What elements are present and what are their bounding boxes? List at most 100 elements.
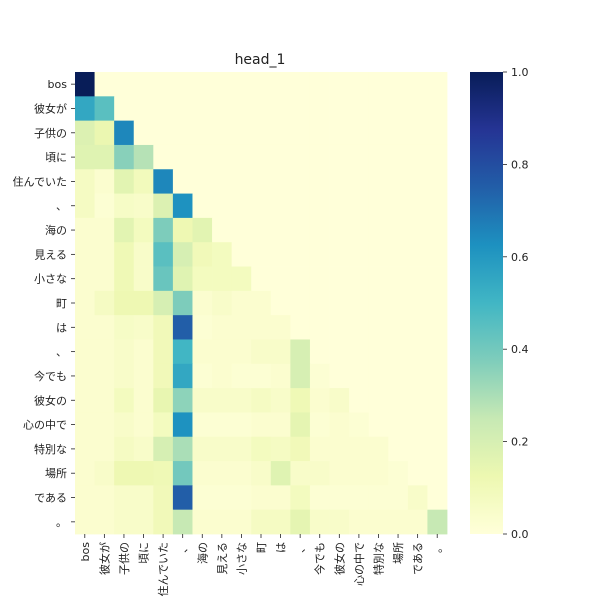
heatmap-cell-r10-c7	[212, 315, 233, 340]
x-tick-label-5: 、	[177, 542, 190, 553]
y-tick-label-17: である	[34, 492, 67, 505]
heatmap-cell-r5-c17	[407, 193, 428, 219]
heatmap-cell-r5-c6	[192, 193, 213, 219]
heatmap-cell-r8-c2	[114, 266, 135, 292]
heatmap-cell-r10-c10	[270, 315, 291, 340]
heatmap-cell-r2-c10	[270, 120, 291, 146]
heatmap-cell-r9-c15	[368, 290, 389, 316]
x-tick-label-13: 彼女の	[332, 542, 346, 575]
heatmap-cell-r5-c12	[309, 193, 330, 219]
heatmap-cell-r12-c5	[172, 363, 193, 389]
heatmap-cell-r13-c4	[153, 388, 174, 413]
heatmap-cell-r12-c18	[427, 363, 448, 389]
heatmap-cell-r11-c17	[407, 339, 428, 365]
y-tick-label-16: 場所	[45, 467, 67, 480]
heatmap-cell-r15-c11	[290, 436, 311, 462]
heatmap-cell-r1-c12	[309, 96, 330, 122]
heatmap-cell-r5-c2	[114, 193, 135, 219]
heatmap-cell-r2-c8	[231, 120, 252, 146]
heatmap-cell-r16-c14	[349, 461, 370, 486]
heatmap-cell-r1-c9	[251, 96, 272, 122]
heatmap-cell-r15-c17	[407, 436, 428, 462]
heatmap-cell-r0-c6	[192, 72, 213, 97]
heatmap-cell-r16-c16	[388, 461, 409, 486]
heatmap-cell-r13-c17	[407, 388, 428, 413]
colorbar: 0.0 0.2 0.4 0.6 0.8 1.0	[470, 66, 529, 541]
heatmap-cell-r10-c18	[427, 315, 448, 340]
heatmap-cell-r17-c6	[192, 485, 213, 511]
heatmap-cell-r6-c3	[133, 217, 154, 243]
heatmap-cell-r4-c14	[349, 169, 370, 194]
heatmap-cell-r12-c6	[192, 363, 213, 389]
heatmap-cell-r3-c2	[114, 144, 135, 170]
heatmap-cell-r1-c16	[388, 96, 409, 122]
heatmap-cell-r18-c11	[290, 509, 311, 535]
heatmap-cell-r14-c1	[94, 412, 115, 438]
heatmap-cell-r6-c5	[172, 217, 193, 243]
heatmap-cell-r12-c7	[212, 363, 233, 389]
x-tick-label-6: 海の	[195, 542, 209, 564]
y-tick-label-8: 小さな	[34, 273, 67, 286]
heatmap-cell-r8-c13	[329, 266, 350, 292]
heatmap-cell-r13-c9	[251, 388, 272, 413]
heatmap-cell-r18-c7	[212, 509, 233, 535]
heatmap-cell-r0-c11	[290, 72, 311, 97]
heatmap-cell-r14-c9	[251, 412, 272, 438]
x-tick-label-7: 見える	[216, 542, 229, 575]
heatmap-cell-r16-c18	[427, 461, 448, 486]
heatmap-cell-r8-c16	[388, 266, 409, 292]
y-axis-ticks: bos彼女が子供の頃に住んでいた、海の見える小さな町は、今でも彼女の心の中で特別…	[13, 78, 75, 529]
heatmap-cell-r3-c7	[212, 144, 233, 170]
heatmap-cell-r11-c5	[172, 339, 193, 365]
heatmap-cell-r2-c12	[309, 120, 330, 146]
heatmap-cell-r12-c17	[407, 363, 428, 389]
y-tick-label-11: 、	[56, 346, 67, 359]
heatmap-cell-r15-c14	[349, 436, 370, 462]
heatmap-cell-r15-c13	[329, 436, 350, 462]
heatmap-cell-r5-c4	[153, 193, 174, 219]
heatmap-cell-r17-c17	[407, 485, 428, 511]
heatmap-cell-r17-c10	[270, 485, 291, 511]
heatmap-cell-r17-c14	[349, 485, 370, 511]
heatmap-cell-r4-c7	[212, 169, 233, 194]
heatmap-cell-r0-c10	[270, 72, 291, 97]
heatmap-cell-r1-c6	[192, 96, 213, 122]
heatmap-cell-r7-c14	[349, 242, 370, 267]
heatmap-cell-r8-c9	[251, 266, 272, 292]
heatmap-cell-r4-c13	[329, 169, 350, 194]
heatmap-cell-r16-c15	[368, 461, 389, 486]
heatmap-cell-r8-c8	[231, 266, 252, 292]
heatmap-cell-r6-c7	[212, 217, 233, 243]
heatmap-cell-r17-c0	[75, 485, 95, 511]
heatmap-cell-r7-c8	[231, 242, 252, 267]
heatmap-cell-r16-c9	[251, 461, 272, 486]
heatmap-cell-r16-c11	[290, 461, 311, 486]
heatmap-cell-r1-c17	[407, 96, 428, 122]
heatmap-cell-r17-c2	[114, 485, 135, 511]
heatmap-cell-r16-c2	[114, 461, 135, 486]
heatmap-cell-r15-c10	[270, 436, 291, 462]
heatmap-cell-r16-c13	[329, 461, 350, 486]
y-tick-label-18: 。	[56, 516, 67, 529]
heatmap-cell-r15-c3	[133, 436, 154, 462]
heatmap-cell-r4-c18	[427, 169, 448, 194]
heatmap-cell-r1-c18	[427, 96, 448, 122]
colorbar-gradient	[470, 72, 503, 534]
heatmap-cell-r12-c1	[94, 363, 115, 389]
y-tick-label-15: 特別な	[34, 442, 67, 456]
heatmap-cell-r2-c2	[114, 120, 135, 146]
heatmap-cell-r10-c14	[349, 315, 370, 340]
heatmap-cell-r16-c8	[231, 461, 252, 486]
heatmap-cell-r17-c1	[94, 485, 115, 511]
heatmap-cell-r15-c6	[192, 436, 213, 462]
heatmap-cell-r15-c12	[309, 436, 330, 462]
heatmap-cell-r12-c0	[75, 363, 95, 389]
heatmap-cell-r10-c2	[114, 315, 135, 340]
heatmap-cell-r3-c18	[427, 144, 448, 170]
x-tick-label-8: 小さな	[235, 542, 248, 575]
heatmap-cell-r7-c15	[368, 242, 389, 267]
heatmap-cell-r2-c6	[192, 120, 213, 146]
x-tick-label-14: 心の中で	[353, 542, 366, 586]
heatmap-cell-r10-c16	[388, 315, 409, 340]
heatmap-cell-r16-c17	[407, 461, 428, 486]
